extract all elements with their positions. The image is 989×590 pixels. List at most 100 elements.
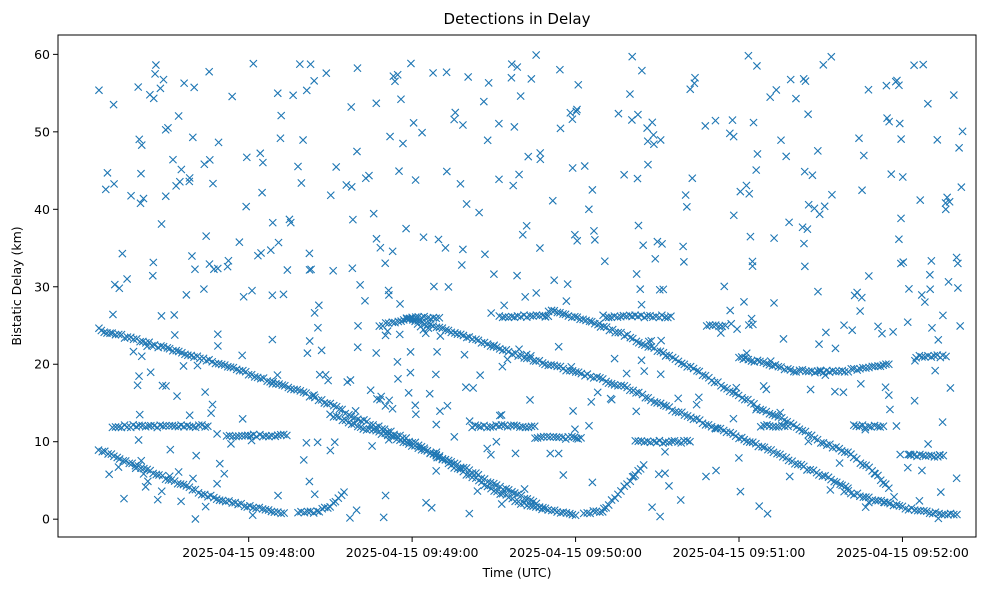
data-point: [256, 374, 265, 383]
data-point: [429, 68, 438, 77]
data-point: [583, 508, 592, 517]
data-point: [249, 503, 258, 512]
data-point: [753, 356, 762, 365]
data-point: [435, 313, 444, 322]
data-point: [297, 178, 306, 187]
data-point: [800, 262, 809, 271]
data-point: [931, 366, 940, 375]
data-point: [158, 381, 167, 390]
data-point: [782, 152, 791, 161]
data-point: [135, 410, 144, 419]
data-point: [858, 363, 867, 372]
data-point: [193, 361, 202, 370]
data-point: [456, 330, 465, 339]
data-point: [468, 469, 477, 477]
y-tick-label: 0: [42, 512, 50, 527]
data-point: [538, 503, 547, 512]
data-point: [252, 504, 261, 513]
data-point: [653, 347, 662, 356]
data-point: [278, 381, 287, 390]
data-point: [125, 459, 134, 468]
data-point: [698, 371, 707, 380]
data-point: [566, 108, 575, 117]
data-point: [536, 149, 545, 157]
data-point: [883, 114, 892, 123]
data-point: [572, 105, 581, 114]
data-point: [146, 368, 155, 377]
data-point: [477, 338, 486, 347]
data-point: [362, 425, 371, 434]
data-point: [172, 346, 181, 355]
data-point: [170, 310, 179, 319]
data-point: [711, 424, 720, 433]
data-point: [509, 181, 518, 190]
data-point: [705, 320, 714, 329]
chart-title: Detections in Delay: [444, 10, 591, 28]
data-point: [729, 132, 738, 141]
data-point: [655, 436, 664, 445]
data-point: [131, 464, 140, 473]
data-point: [396, 299, 405, 308]
data-point: [353, 422, 362, 431]
data-point: [393, 357, 402, 366]
data-point: [892, 422, 901, 431]
data-point: [701, 420, 710, 429]
data-point: [173, 392, 182, 401]
data-point: [417, 313, 426, 322]
data-point: [384, 435, 393, 444]
y-axis-ticks: 0 10 20 30 40 50 60: [34, 47, 58, 527]
data-point: [547, 361, 555, 370]
data-point: [313, 323, 322, 332]
data-point: [785, 472, 794, 481]
data-point: [800, 167, 809, 176]
data-point: [702, 472, 710, 481]
data-point: [654, 470, 663, 479]
data-point: [553, 362, 562, 371]
data-point: [129, 347, 138, 356]
data-point: [239, 292, 248, 301]
data-point: [798, 426, 807, 435]
data-point: [352, 506, 361, 515]
data-point: [808, 171, 817, 180]
data-point: [118, 249, 127, 258]
data-point: [840, 448, 849, 457]
data-point: [883, 498, 892, 507]
data-point: [326, 410, 335, 419]
data-point: [927, 256, 936, 265]
data-point: [734, 391, 743, 400]
data-point: [511, 449, 520, 458]
data-point: [647, 336, 656, 345]
data-point: [228, 498, 237, 507]
data-point: [258, 158, 267, 167]
data-point: [917, 466, 926, 475]
data-point: [732, 383, 741, 392]
data-point: [495, 411, 504, 420]
data-point: [483, 136, 492, 145]
data-point: [151, 69, 160, 78]
data-point: [679, 242, 688, 251]
data-point: [701, 121, 710, 130]
data-point: [830, 477, 839, 486]
data-point: [942, 352, 951, 361]
data-point: [819, 60, 828, 69]
data-point: [177, 165, 186, 174]
data-point: [614, 328, 623, 337]
data-point: [777, 363, 786, 372]
data-point: [441, 243, 450, 252]
data-point: [511, 497, 520, 506]
data-point: [123, 333, 132, 342]
data-point: [556, 124, 565, 133]
data-point: [406, 59, 415, 68]
data-point: [247, 436, 256, 445]
data-point: [182, 290, 191, 299]
data-point: [783, 364, 792, 373]
data-point: [633, 110, 642, 119]
data-point: [795, 366, 804, 375]
data-point: [235, 366, 244, 375]
data-point: [726, 306, 735, 315]
data-point: [187, 252, 196, 261]
data-point: [273, 89, 282, 98]
data-point: [286, 384, 295, 393]
data-point: [354, 321, 363, 330]
data-point: [487, 309, 496, 318]
